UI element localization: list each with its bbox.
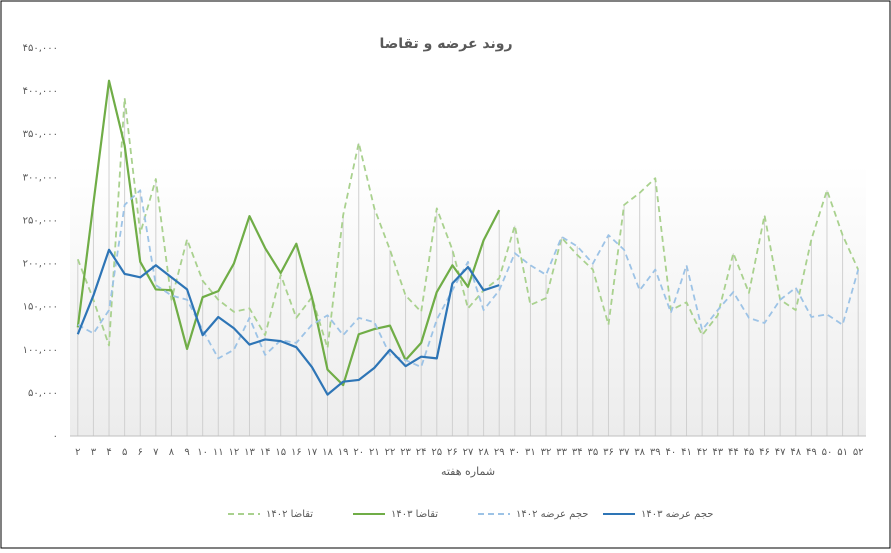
x-tick-label: ۴۷: [775, 447, 786, 458]
x-tick-label: ۲۰: [353, 447, 364, 458]
x-tick-label: ۱۲: [229, 447, 240, 458]
x-tick-label: ۸: [169, 447, 175, 458]
x-tick-label: ۴۲: [697, 447, 708, 458]
x-tick-label: ۱۶: [291, 447, 302, 458]
x-tick-label: ۳۱: [525, 447, 536, 458]
x-tick-label: ۹: [184, 447, 189, 458]
y-tick-label: ۵۰,۰۰۰: [28, 388, 58, 399]
x-tick-label: ۴۸: [790, 447, 801, 458]
x-tick-label: ۴۱: [681, 447, 692, 458]
x-tick-label: ۷: [153, 447, 159, 458]
x-tick-label: ۴۰: [666, 447, 677, 458]
series-line: [76, 79, 501, 387]
x-tick-label: ۴۴: [728, 447, 739, 458]
y-tick-label: ۴۰۰,۰۰۰: [23, 86, 58, 97]
x-tick-label: ۲۶: [447, 447, 458, 458]
y-tick-label: ۲۰۰,۰۰۰: [23, 259, 58, 270]
x-tick-label: ۴۹: [806, 447, 817, 458]
y-tick-label: ۳۵۰,۰۰۰: [23, 129, 58, 140]
x-tick-label: ۳۰: [509, 447, 520, 458]
x-tick-label: ۵۰: [822, 447, 833, 458]
x-axis-label: شماره هفته: [441, 465, 495, 478]
x-tick-label: ۲۵: [431, 447, 442, 458]
x-tick-label: ۳۵: [587, 447, 598, 458]
x-tick-label: ۲۳: [400, 447, 411, 458]
x-tick-label: ۲: [75, 447, 80, 458]
x-tick-label: ۳۷: [619, 447, 630, 458]
y-tick-label: ۰: [53, 431, 58, 442]
y-tick-label: ۴۵۰,۰۰۰: [23, 43, 58, 54]
y-tick-label: ۱۰۰,۰۰۰: [23, 345, 58, 356]
x-tick-label: ۲۹: [494, 447, 505, 458]
x-tick-label: ۵: [122, 447, 127, 458]
x-tick-label: ۵۲: [853, 447, 864, 458]
x-tick-label: ۱۱: [213, 447, 224, 458]
x-tick-label: ۴۶: [759, 447, 770, 458]
legend-label: تقاضا ۱۴۰۳: [391, 509, 438, 520]
chart-title: روند عرضه و تقاضا: [379, 36, 512, 52]
legend-label: تقاضا ۱۴۰۲: [266, 509, 313, 520]
x-tick-label: ۶: [138, 447, 143, 458]
x-tick-label: ۴: [106, 447, 111, 458]
x-tick-label: ۲۲: [385, 447, 396, 458]
y-tick-label: ۱۵۰,۰۰۰: [23, 302, 58, 313]
y-tick-label: ۲۵۰,۰۰۰: [23, 215, 58, 226]
x-tick-label: ۱۸: [322, 447, 333, 458]
legend-label: حجم عرضه ۱۴۰۲: [516, 509, 588, 520]
x-tick-label: ۳۴: [572, 447, 583, 458]
x-tick-label: ۱۴: [260, 447, 271, 458]
x-tick-label: ۱۰: [197, 447, 208, 458]
x-tick-label: ۱۳: [244, 447, 255, 458]
x-tick-label: ۲۸: [478, 447, 489, 458]
x-tick-label: ۵۱: [837, 447, 848, 458]
x-tick-label: ۴۵: [744, 447, 755, 458]
x-tick-label: ۱۵: [275, 447, 286, 458]
y-tick-label: ۳۰۰,۰۰۰: [23, 172, 58, 183]
legend-label: حجم عرضه ۱۴۰۳: [641, 509, 713, 520]
x-tick-label: ۲۱: [369, 447, 380, 458]
x-tick-label: ۱۷: [307, 447, 318, 458]
series-line: [77, 189, 860, 368]
x-tick-label: ۳۸: [634, 447, 645, 458]
x-tick-label: ۱۹: [338, 447, 349, 458]
x-tick-label: ۳۶: [603, 447, 614, 458]
x-tick-label: ۳۹: [650, 447, 661, 458]
x-tick-label: ۴۳: [712, 447, 723, 458]
x-tick-label: ۳۳: [556, 447, 567, 458]
x-tick-label: ۳۲: [541, 447, 552, 458]
series-line: [76, 248, 500, 396]
x-tick-label: ۲۷: [463, 447, 474, 458]
x-tick-label: ۲۴: [416, 447, 427, 458]
x-tick-label: ۳: [91, 447, 97, 458]
